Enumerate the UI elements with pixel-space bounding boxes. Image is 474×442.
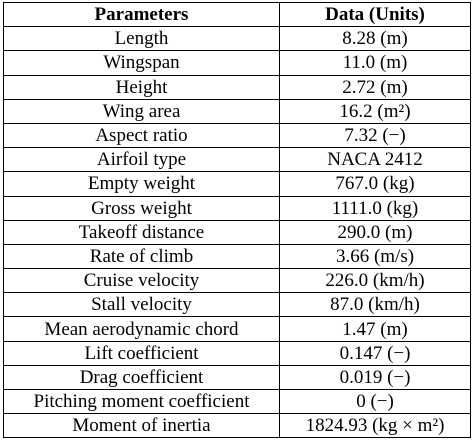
parameter-table: Parameters Data (Units) Length 8.28 (m) Win… <box>3 1 471 439</box>
parameter-cell: Moment of inertia <box>3 413 280 439</box>
header-cell: Parameters <box>3 1 280 28</box>
value-cell: 1824.93 (kg × m²) <box>279 413 471 439</box>
parameter-cell: Drag coefficient <box>3 364 280 391</box>
header-row: Parameters Data (Units) <box>3 1 471 28</box>
parameter-cell: Takeoff distance <box>3 219 280 245</box>
parameter-cell: Rate of climb <box>3 243 280 270</box>
table-row: Takeoff distance 290.0 (m) <box>3 219 471 245</box>
table-row: Empty weight 767.0 (kg) <box>3 171 471 197</box>
parameter-cell: Cruise velocity <box>3 268 280 294</box>
table-row: Stall velocity 87.0 (km/h) <box>3 292 471 318</box>
value-cell: 1111.0 (kg) <box>279 195 471 221</box>
value-cell: 0 (−) <box>279 388 471 415</box>
table-row: Length 8.28 (m) <box>3 26 471 52</box>
parameter-cell: Pitching moment coefficient <box>3 388 280 415</box>
table-row: Wing area 16.2 (m²) <box>3 98 471 124</box>
parameter-cell: Mean aerodynamic chord <box>3 316 280 342</box>
table-row: Mean aerodynamic chord 1.47 (m) <box>3 316 471 342</box>
table-row: Pitching moment coefficient 0 (−) <box>3 388 471 415</box>
parameter-cell: Wingspan <box>3 50 280 76</box>
value-cell: 0.019 (−) <box>279 364 471 391</box>
value-cell: NACA 2412 <box>279 147 471 173</box>
value-cell: 2.72 (m) <box>279 74 471 100</box>
parameter-cell: Wing area <box>3 98 280 124</box>
parameter-cell: Airfoil type <box>3 147 280 173</box>
table-row: Drag coefficient 0.019 (−) <box>3 364 471 391</box>
header-cell: Data (Units) <box>279 1 471 28</box>
parameter-cell: Lift coefficient <box>3 340 280 366</box>
value-cell: 0.147 (−) <box>279 340 471 366</box>
table-row: Rate of climb 3.66 (m/s) <box>3 243 471 270</box>
table-row: Height 2.72 (m) <box>3 74 471 100</box>
table-row: Aspect ratio 7.32 (−) <box>3 122 471 149</box>
table-row: Gross weight 1111.0 (kg) <box>3 195 471 221</box>
table-row: Lift coefficient 0.147 (−) <box>3 340 471 366</box>
parameter-cell: Gross weight <box>3 195 280 221</box>
value-cell: 8.28 (m) <box>279 26 471 52</box>
value-cell: 3.66 (m/s) <box>279 243 471 270</box>
parameter-cell: Empty weight <box>3 171 280 197</box>
table-row: Airfoil type NACA 2412 <box>3 147 471 173</box>
parameter-cell: Height <box>3 74 280 100</box>
parameter-cell: Length <box>3 26 280 52</box>
value-cell: 226.0 (km/h) <box>279 268 471 294</box>
value-cell: 767.0 (kg) <box>279 171 471 197</box>
value-cell: 87.0 (km/h) <box>279 292 471 318</box>
table-row: Cruise velocity 226.0 (km/h) <box>3 268 471 294</box>
parameter-cell: Stall velocity <box>3 292 280 318</box>
value-cell: 16.2 (m²) <box>279 98 471 124</box>
table-row: Wingspan 11.0 (m) <box>3 50 471 76</box>
value-cell: 7.32 (−) <box>279 122 471 149</box>
value-cell: 290.0 (m) <box>279 219 471 245</box>
table-row: Moment of inertia 1824.93 (kg × m²) <box>3 413 471 439</box>
value-cell: 1.47 (m) <box>279 316 471 342</box>
parameter-cell: Aspect ratio <box>3 122 280 149</box>
value-cell: 11.0 (m) <box>279 50 471 76</box>
